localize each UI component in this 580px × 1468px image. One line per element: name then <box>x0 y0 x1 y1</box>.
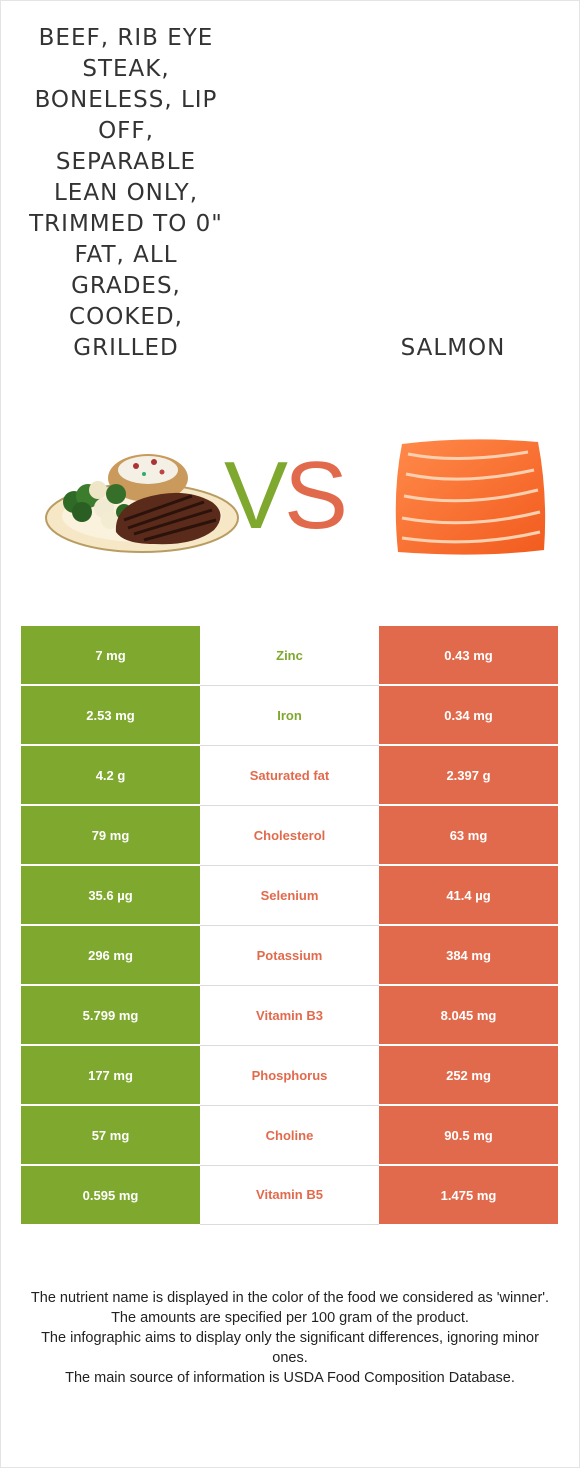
table-row: 79 mg Cholesterol 63 mg <box>21 805 558 866</box>
steak-plate-image <box>45 454 239 553</box>
versus-s: S <box>284 442 348 549</box>
left-value: 4.2 g <box>21 745 200 806</box>
nutrient-name: Choline <box>200 1105 379 1166</box>
versus-v: V <box>224 442 288 549</box>
table-row: 4.2 g Saturated fat 2.397 g <box>21 745 558 806</box>
left-value: 0.595 mg <box>21 1165 200 1224</box>
left-value: 5.799 mg <box>21 985 200 1046</box>
table-row: 57 mg Choline 90.5 mg <box>21 1105 558 1166</box>
right-value: 63 mg <box>379 805 558 866</box>
nutrient-name: Phosphorus <box>200 1045 379 1106</box>
right-value: 2.397 g <box>379 745 558 806</box>
table-row: 0.595 mg Vitamin B5 1.475 mg <box>21 1165 558 1225</box>
footer-line-3: The infographic aims to display only the… <box>41 1330 539 1366</box>
left-value: 296 mg <box>21 925 200 986</box>
table-row: 35.6 µg Selenium 41.4 µg <box>21 865 558 926</box>
versus-label: VS <box>224 446 348 546</box>
left-value: 35.6 µg <box>21 865 200 926</box>
left-value: 57 mg <box>21 1105 200 1166</box>
footer-line-2: The amounts are specified per 100 gram o… <box>111 1310 469 1326</box>
right-value: 90.5 mg <box>379 1105 558 1166</box>
table-row: 7 mg Zinc 0.43 mg <box>21 626 558 686</box>
right-food-title: Salmon <box>400 335 506 361</box>
nutrient-name: Cholesterol <box>200 805 379 866</box>
table-row: 296 mg Potassium 384 mg <box>21 925 558 986</box>
table-row: 177 mg Phosphorus 252 mg <box>21 1045 558 1106</box>
nutrient-name: Potassium <box>200 925 379 986</box>
comparison-table: 7 mg Zinc 0.43 mg 2.53 mg Iron 0.34 mg 4.2 g Sa… <box>21 626 558 1225</box>
left-food-title: Beef, rib eye steak, boneless, lip off, … <box>29 25 223 361</box>
nutrient-name: Vitamin B3 <box>200 985 379 1046</box>
footer-notes: The nutrient name is displayed in the co… <box>30 1288 550 1388</box>
nutrient-name: Iron <box>200 685 379 746</box>
right-value: 252 mg <box>379 1045 558 1106</box>
salmon-fillet-image <box>395 439 546 555</box>
right-value: 8.045 mg <box>379 985 558 1046</box>
left-value: 79 mg <box>21 805 200 866</box>
right-value: 1.475 mg <box>379 1165 558 1224</box>
nutrient-name: Vitamin B5 <box>200 1165 379 1225</box>
right-value: 384 mg <box>379 925 558 986</box>
right-value: 0.34 mg <box>379 685 558 746</box>
left-value: 2.53 mg <box>21 685 200 746</box>
footer-line-4: The main source of information is USDA F… <box>65 1370 515 1386</box>
nutrient-name: Selenium <box>200 865 379 926</box>
footer-line-1: The nutrient name is displayed in the co… <box>30 1290 550 1306</box>
nutrient-name: Saturated fat <box>200 745 379 806</box>
nutrient-name: Zinc <box>200 626 379 686</box>
right-value: 41.4 µg <box>379 865 558 926</box>
left-value: 177 mg <box>21 1045 200 1106</box>
table-row: 5.799 mg Vitamin B3 8.045 mg <box>21 985 558 1046</box>
left-value: 7 mg <box>21 626 200 686</box>
right-value: 0.43 mg <box>379 626 558 686</box>
table-row: 2.53 mg Iron 0.34 mg <box>21 685 558 746</box>
